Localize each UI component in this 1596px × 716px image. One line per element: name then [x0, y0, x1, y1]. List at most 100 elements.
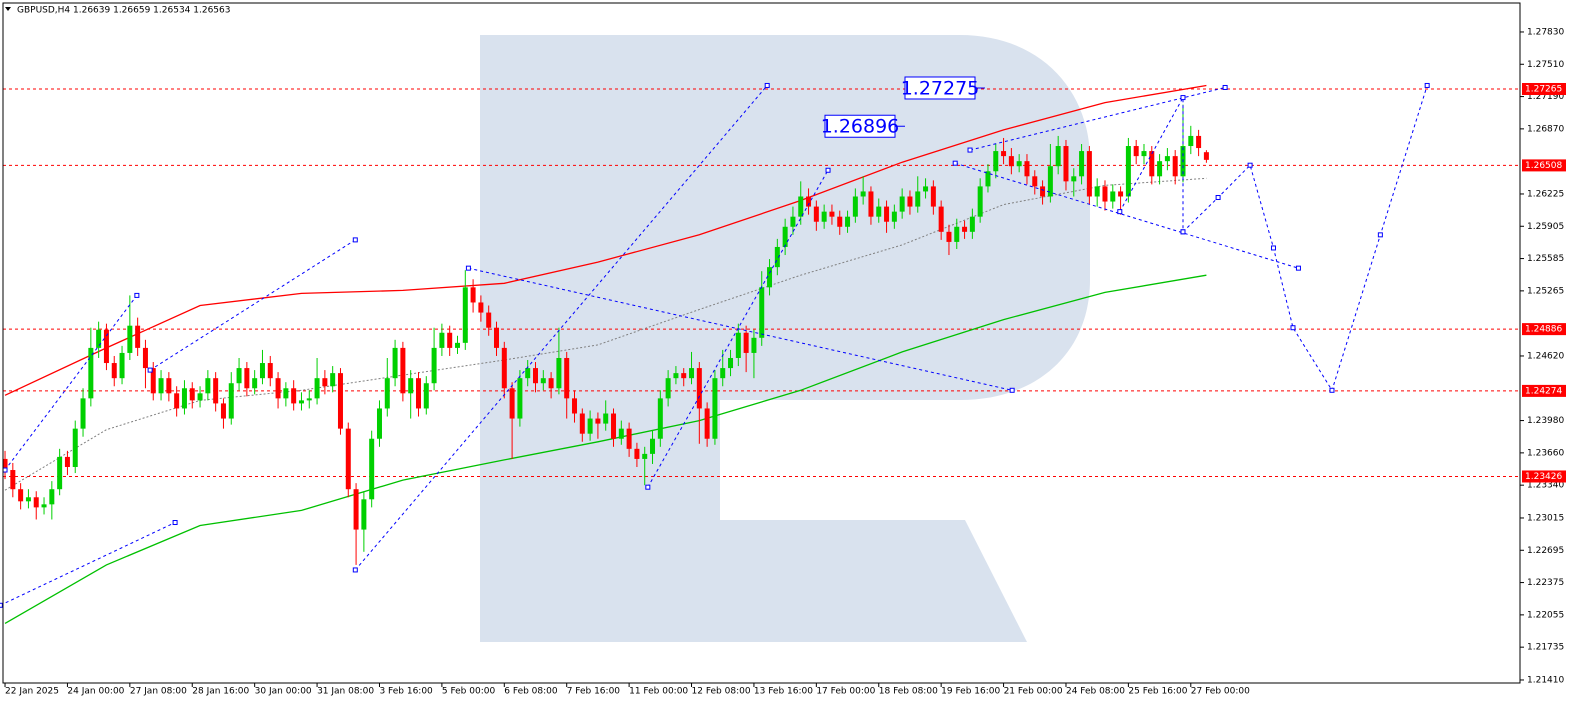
candle-body	[821, 211, 827, 222]
candle-body	[845, 216, 851, 227]
candle-body	[650, 438, 656, 454]
candle-body	[930, 186, 936, 207]
y-tick-label: 1.26225	[1527, 189, 1564, 199]
candle-body	[1063, 146, 1069, 182]
trendline-anchor	[465, 265, 471, 271]
candle-body	[1008, 156, 1014, 167]
candle-body	[969, 216, 975, 232]
x-tick-label: 21 Feb 00:00	[1004, 687, 1063, 697]
candle-body	[197, 393, 203, 401]
candle-body	[330, 373, 336, 387]
y-tick-label: 1.21410	[1527, 675, 1564, 685]
candle-body	[10, 470, 16, 490]
candle-body	[486, 312, 492, 328]
candle-body	[345, 428, 351, 490]
candle-body	[1055, 146, 1061, 167]
trendline	[354, 85, 768, 571]
candle-body	[119, 352, 125, 379]
candle-body	[642, 453, 648, 459]
trendline-anchor	[764, 82, 770, 88]
candle-body	[540, 378, 546, 384]
candle-body	[1094, 186, 1100, 197]
y-tick-label: 1.22695	[1527, 546, 1564, 556]
trendline-anchor	[1180, 229, 1186, 235]
candle-body	[751, 337, 757, 353]
candle-body	[174, 393, 180, 409]
x-tick-label: 28 Jan 16:00	[192, 687, 249, 697]
candle-body	[135, 325, 141, 348]
candle-body	[533, 368, 539, 384]
candle-body	[1172, 156, 1178, 177]
candle-body	[158, 378, 164, 394]
trendline-anchor	[0, 602, 3, 608]
candle-body	[907, 196, 913, 207]
candle-body	[439, 332, 445, 348]
level-price-box	[1522, 82, 1566, 95]
candle-body	[408, 378, 414, 394]
level-price-box	[1522, 470, 1566, 483]
candle-body	[127, 325, 133, 353]
price-label: 1.27275	[901, 77, 980, 99]
candle-body	[852, 196, 858, 217]
level-price-label: 1.23426	[1525, 472, 1562, 482]
level-price-label: 1.24886	[1525, 325, 1562, 335]
candle-body	[306, 398, 312, 401]
trendline-anchor	[1180, 95, 1186, 101]
y-tick-label: 1.24620	[1527, 351, 1564, 361]
candle-body	[423, 383, 429, 409]
x-tick-label: 11 Feb 00:00	[629, 687, 688, 697]
y-tick-label: 1.27830	[1527, 27, 1564, 37]
candle-body	[1118, 191, 1124, 197]
candle-body	[1188, 135, 1194, 147]
level-price-box	[1522, 323, 1566, 336]
candle-body	[876, 206, 882, 217]
x-tick-label: 22 Jan 2025	[5, 687, 59, 697]
candle-body	[33, 497, 39, 508]
x-tick-label: 19 Feb 16:00	[941, 687, 1000, 697]
candle-body	[837, 216, 843, 227]
candle-body	[64, 456, 70, 467]
trendline-anchor	[1377, 232, 1383, 238]
x-tick-label: 18 Feb 08:00	[879, 687, 938, 697]
candle-body	[860, 191, 866, 197]
candle-body	[806, 196, 812, 207]
candle-body	[618, 428, 624, 439]
candle-body	[993, 151, 999, 172]
x-tick-label: 17 Feb 00:00	[816, 687, 875, 697]
candle-body	[220, 403, 226, 419]
candle-body	[891, 211, 897, 222]
candle-body	[923, 186, 929, 192]
candle-body	[704, 408, 710, 439]
candle-body	[977, 186, 983, 217]
menu-arrow[interactable]	[5, 7, 11, 11]
candle-body	[782, 226, 788, 247]
candle-body	[1149, 151, 1155, 177]
moving-average	[4, 274, 1207, 624]
x-tick-label: 30 Jan 00:00	[255, 687, 312, 697]
candle-body	[205, 378, 211, 394]
candle-body	[1001, 151, 1007, 157]
watermark	[480, 35, 1090, 642]
trendline-anchor	[1215, 195, 1221, 201]
candle-body	[657, 398, 663, 439]
trendline-anchor	[352, 567, 358, 573]
candle-body	[962, 226, 968, 232]
trendline-anchor	[967, 147, 973, 153]
x-tick-label: 6 Feb 08:00	[504, 687, 558, 697]
candle-body	[759, 287, 765, 338]
trendline-anchor	[825, 167, 831, 173]
candle-body	[720, 368, 726, 379]
candle-body	[712, 378, 718, 439]
y-tick-label: 1.25265	[1527, 286, 1564, 296]
candle-body	[431, 347, 437, 384]
candle-body	[478, 302, 484, 313]
candle-body	[1016, 161, 1022, 167]
candle-body	[25, 497, 31, 502]
x-tick-label: 5 Feb 00:00	[442, 687, 496, 697]
x-tick-label: 27 Feb 00:00	[1191, 687, 1250, 697]
trendline-anchor	[1222, 84, 1228, 90]
candle-body	[1102, 186, 1108, 202]
candle-body	[72, 428, 78, 467]
y-tick-label: 1.22375	[1527, 578, 1564, 588]
